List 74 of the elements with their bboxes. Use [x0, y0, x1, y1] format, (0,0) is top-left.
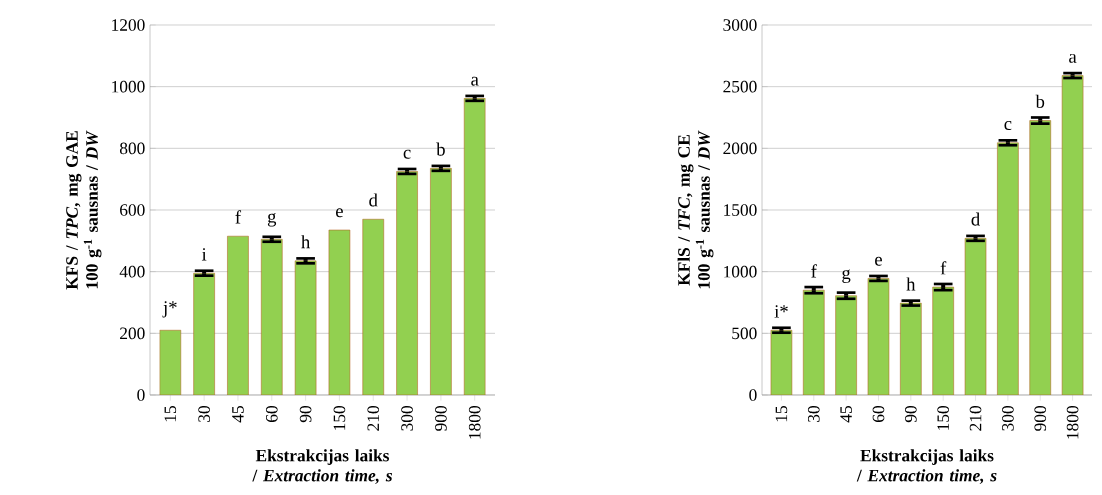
y-tick-label: 1000: [112, 80, 145, 93]
x-tick-label: 15: [164, 406, 177, 422]
x-tick-label: 45: [840, 406, 852, 423]
y-tick-label: 400: [119, 265, 145, 278]
annotation: a: [1069, 53, 1077, 63]
x-tick-label: 90: [904, 406, 917, 423]
annotation: i: [201, 248, 207, 261]
x-tick-label: 45: [232, 406, 244, 423]
annotation: c: [1004, 121, 1012, 131]
bar: [362, 218, 385, 395]
y-tick-label: 0: [749, 389, 757, 401]
annotation: j*: [162, 301, 177, 318]
y-tick-label: 2500: [723, 80, 757, 93]
annotation: f: [811, 264, 817, 278]
x-tick-label: 15: [775, 406, 788, 422]
y-tick-label: 500: [732, 327, 757, 340]
y-tick-label: 2000: [723, 142, 757, 155]
y-tick-label: 1200: [112, 19, 145, 31]
annotation: g: [842, 269, 851, 283]
bar: [867, 278, 890, 395]
x-tick-label: 150: [333, 406, 346, 430]
bar: [932, 286, 954, 395]
x-tick-label: 900: [435, 406, 447, 431]
bar: [193, 272, 215, 395]
annotation: d: [369, 193, 378, 207]
annotation: b: [436, 142, 445, 156]
bar: [463, 98, 486, 395]
x-tick-label: 300: [401, 406, 413, 431]
y-tick-label: 3000: [723, 19, 757, 31]
x-tick-label: 30: [807, 406, 820, 422]
annotation: f: [235, 210, 242, 224]
x-tick-label: 300: [1002, 406, 1014, 431]
x-axis-title: Ekstrakcijas laiks / Extraction time, s: [856, 449, 997, 484]
annotation: i*: [774, 305, 788, 318]
bar: [430, 168, 452, 395]
annotation: h: [906, 277, 916, 291]
bar: [803, 289, 825, 395]
x-tick-label: 900: [1034, 406, 1047, 431]
x-tick-label: 1800: [468, 406, 481, 439]
bar: [294, 260, 317, 395]
y-tick-label: 0: [137, 389, 145, 401]
bar: [997, 142, 1019, 395]
x-axis-title: Ekstrakcijas laiks / Extraction time, s: [252, 449, 393, 484]
x-tick-label: 150: [937, 406, 950, 430]
annotation: d: [971, 212, 980, 226]
bar: [328, 229, 351, 395]
x-tick-label: 210: [367, 406, 380, 431]
x-tick-label: 1800: [1066, 406, 1079, 439]
x-tick-label: 90: [299, 406, 312, 423]
annotation: a: [471, 76, 479, 86]
y-tick-label: 200: [120, 327, 145, 340]
bar: [261, 239, 283, 395]
x-tick-label: 60: [265, 406, 278, 422]
annotation: b: [1035, 94, 1045, 108]
bar: [1061, 75, 1084, 395]
annotation: c: [403, 149, 411, 159]
y-tick-label: 800: [119, 142, 145, 155]
annotation: e: [875, 256, 882, 266]
bar: [159, 329, 182, 395]
bar: [1029, 120, 1051, 395]
annotation: f: [940, 261, 947, 275]
bar: [396, 171, 418, 395]
bar: [227, 235, 249, 395]
annotation: e: [336, 208, 343, 218]
annotation: h: [301, 235, 311, 249]
bar: [835, 295, 857, 395]
y-tick-label: 1000: [724, 265, 757, 278]
x-tick-label: 60: [872, 406, 885, 422]
y-tick-label: 1500: [724, 204, 757, 216]
x-tick-label: 210: [969, 406, 982, 431]
y-tick-label: 600: [120, 204, 145, 216]
x-tick-label: 30: [198, 406, 210, 422]
annotation: g: [267, 212, 277, 227]
bar: [900, 302, 922, 395]
